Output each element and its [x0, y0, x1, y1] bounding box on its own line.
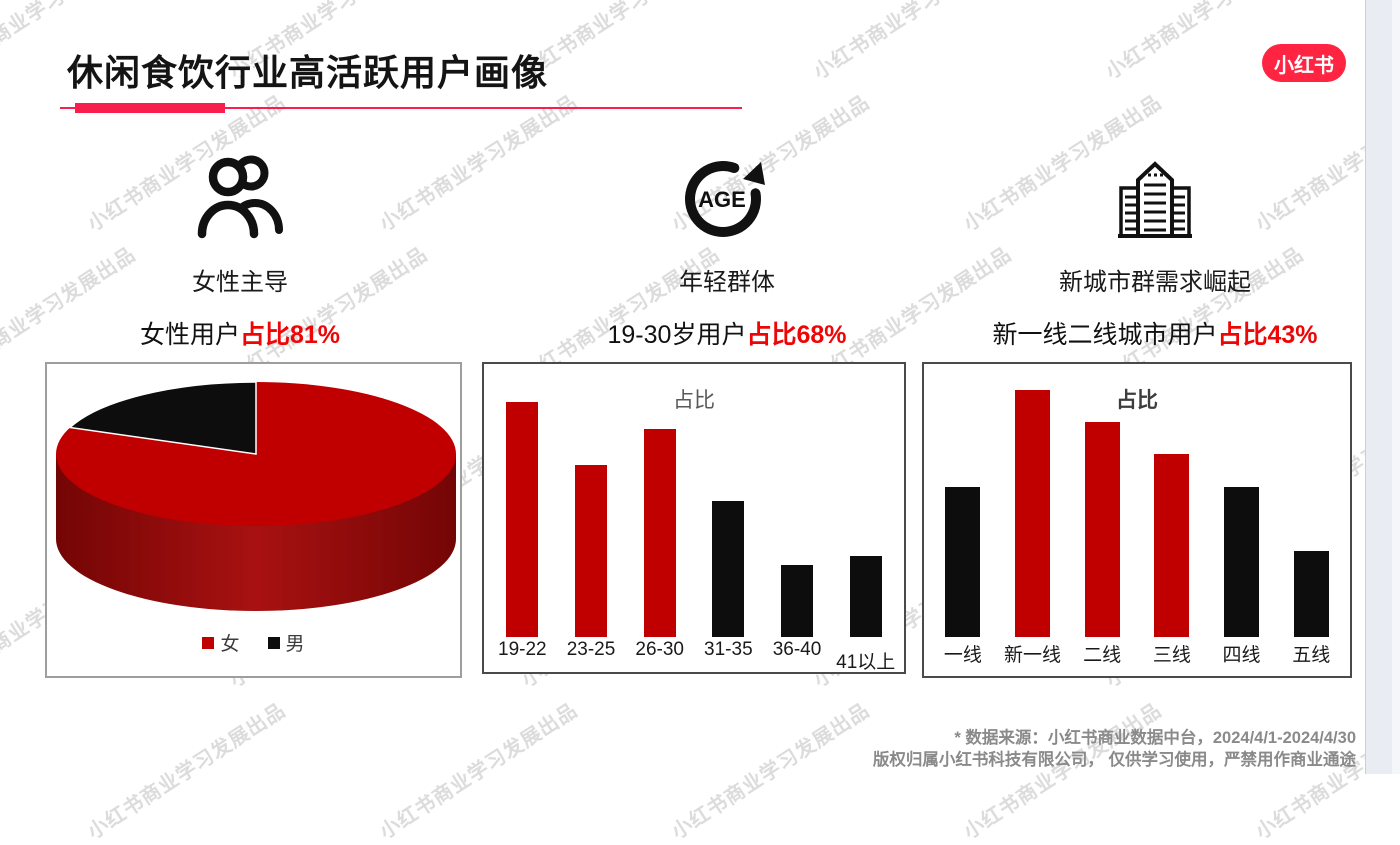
axis-label: 一线: [943, 645, 982, 666]
feature-cities: 新城市群需求崛起 新一线二线城市用户占比43%: [945, 150, 1365, 351]
svg-text:AGE: AGE: [698, 187, 746, 212]
feature-description: 19-30岁用户占比68%: [517, 315, 937, 351]
legend-item-男: 男: [267, 629, 305, 656]
bar-slot: [1137, 390, 1207, 637]
feature-age: AGE 年轻群体 19-30岁用户占比68%: [517, 150, 937, 351]
axis-label: 三线: [1152, 645, 1191, 666]
bar-slot: [831, 402, 900, 637]
bar-41以上: [849, 555, 882, 637]
footer-source-note: * 数据来源：小红书商业数据中台，2024/4/1-2024/4/30 版权归属…: [873, 727, 1356, 771]
city-axis-labels: 一线 新一线 二线 三线 四线 五线: [928, 640, 1346, 667]
page-title: 休闲食饮行业高活跃用户画像: [67, 52, 549, 93]
legend-label: 女: [220, 634, 240, 655]
bar-slot: [928, 390, 998, 637]
axis-label: 31-35: [704, 639, 753, 660]
bar-31-35: [712, 501, 745, 637]
bar-二线: [1084, 422, 1120, 637]
bar-slot: [1276, 390, 1346, 637]
footer-line2: 版权归属小红书科技有限公司， 仅供学习使用，严禁用作商业通途: [872, 751, 1356, 769]
axis-label: 23-25: [566, 639, 616, 660]
bar-19-22: [506, 402, 539, 637]
chart-title: 占比: [673, 389, 715, 412]
axis-label: 四线: [1222, 645, 1261, 666]
bar-slot: [557, 402, 626, 637]
title-underline: [60, 107, 742, 109]
legend-item-女: 女: [202, 629, 240, 656]
desc-highlight: 占比81%: [239, 321, 341, 349]
bar-新一线: [1015, 390, 1050, 637]
bar-23-25: [575, 465, 607, 637]
bar-slot: [1207, 390, 1277, 637]
age-icon: AGE: [517, 150, 937, 246]
feature-gender: 女性主导 女性用户占比81%: [30, 150, 450, 351]
axis-label: 41以上: [836, 652, 896, 673]
pie-3d: [56, 381, 456, 611]
bar-五线: [1293, 551, 1329, 637]
feature-heading: 新城市群需求崛起: [1059, 269, 1251, 296]
window-edge-strip-inner: [1392, 0, 1400, 774]
age-bar-plot: [488, 402, 900, 637]
title-underline-accent: [75, 103, 225, 113]
bar-36-40: [781, 564, 814, 637]
axis-label: 26-30: [635, 639, 684, 660]
city-bar-chart-panel: 占比 一线 新一线 二线 三线 四线 五线: [922, 362, 1352, 678]
bar-一线: [945, 486, 981, 637]
feature-heading: 女性主导: [192, 269, 288, 296]
desc-highlight: 占比43%: [1217, 321, 1318, 349]
footer-line1: * 数据来源：小红书商业数据中台，2024/4/1-2024/4/30: [954, 729, 1356, 747]
axis-label: 19-22: [498, 639, 547, 660]
bar-slot: [1067, 390, 1137, 637]
bar-slot: [763, 402, 832, 637]
bar-三线: [1154, 454, 1190, 637]
axis-label: 五线: [1292, 645, 1331, 666]
people-icon: [30, 150, 450, 246]
desc-highlight: 占比68%: [746, 321, 847, 349]
bar-slot: [488, 402, 557, 637]
bar-slot: [694, 402, 763, 637]
pie-slice-male: [68, 381, 257, 455]
bar-slot: [998, 390, 1068, 637]
xiaohongshu-logo: 小红书: [1262, 44, 1346, 82]
axis-label: 36-40: [772, 639, 822, 660]
legend-swatch: [202, 636, 215, 649]
bar-slot: [625, 402, 694, 637]
desc-prefix: 19-30岁用户: [607, 321, 747, 349]
chart-title: 占比: [1116, 389, 1158, 412]
axis-label: 新一线: [1004, 645, 1062, 666]
feature-description: 新一线二线城市用户占比43%: [945, 315, 1365, 351]
desc-prefix: 女性用户: [139, 321, 240, 349]
gender-pie-chart: [47, 364, 460, 676]
window-edge-strip: [1365, 0, 1400, 774]
desc-prefix: 新一线二线城市用户: [992, 321, 1218, 349]
legend-swatch: [267, 636, 280, 649]
bar-26-30: [643, 429, 676, 637]
feature-heading: 年轻群体: [679, 269, 775, 296]
pie-legend: 女男: [47, 629, 460, 656]
age-axis-labels: 19-22 23-25 26-30 31-35 36-40 41以上: [488, 639, 900, 673]
gender-pie-chart-panel: 女男: [45, 362, 462, 678]
feature-description: 女性用户占比81%: [30, 315, 450, 351]
age-bar-chart-panel: 占比 19-22 23-25 26-30 31-35 36-40 41以上: [482, 362, 906, 674]
buildings-icon: [945, 150, 1365, 246]
axis-label: 二线: [1083, 645, 1122, 666]
bar-四线: [1224, 486, 1260, 637]
city-bar-plot: [928, 390, 1346, 637]
legend-label: 男: [285, 634, 305, 655]
